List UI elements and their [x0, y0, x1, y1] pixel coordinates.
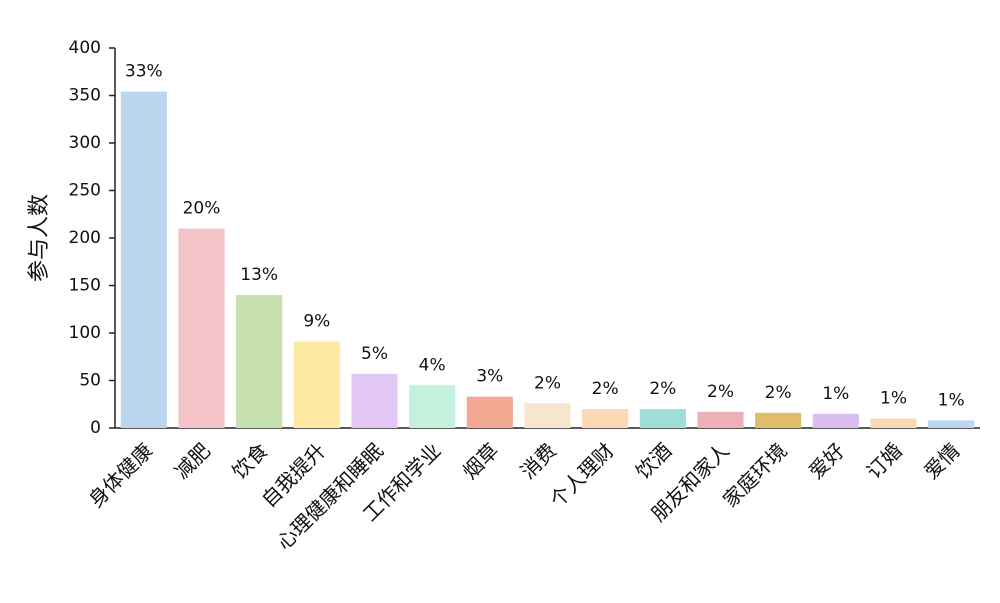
x-tick-label: 饮食 [227, 438, 272, 483]
y-tick-label: 300 [69, 133, 101, 153]
bar [639, 409, 686, 428]
x-tick-label: 减肥 [170, 438, 215, 483]
x-tick-label: 订婚 [862, 438, 907, 483]
bar [236, 295, 283, 428]
x-tick-label: 家庭环境 [718, 438, 792, 512]
x-tick-label: 身体健康 [84, 438, 158, 512]
x-tick-label: 消费 [516, 438, 561, 483]
value-label: 2% [534, 373, 561, 393]
bar [697, 411, 744, 428]
value-label: 3% [476, 367, 503, 387]
value-label: 33% [125, 62, 163, 82]
value-label: 1% [938, 390, 965, 410]
y-tick-label: 400 [69, 38, 101, 58]
value-label: 1% [822, 384, 849, 404]
value-label: 13% [240, 265, 278, 285]
value-label: 2% [765, 383, 792, 403]
bar [928, 420, 975, 428]
bar [120, 91, 167, 428]
y-axis-label: 参与人数 [27, 194, 52, 282]
bar [755, 412, 802, 428]
y-tick-label: 100 [69, 323, 101, 343]
y-tick-label: 50 [79, 371, 101, 391]
value-label: 20% [183, 199, 221, 219]
y-tick-label: 0 [90, 418, 101, 438]
value-label: 1% [880, 389, 907, 409]
bar [582, 409, 629, 428]
value-label: 9% [303, 312, 330, 332]
bar [178, 228, 225, 428]
y-tick-label: 200 [69, 228, 101, 248]
y-tick-label: 150 [69, 276, 101, 296]
bar [409, 385, 456, 428]
x-tick-label: 爱情 [919, 438, 964, 483]
bar [466, 396, 513, 428]
bar [524, 403, 571, 428]
value-label: 4% [419, 355, 446, 375]
bar [351, 373, 398, 428]
bar [870, 418, 917, 428]
value-label: 2% [707, 382, 734, 402]
x-tick-label: 饮酒 [631, 438, 676, 483]
x-tick-label: 爱好 [804, 438, 849, 483]
y-tick-label: 350 [69, 86, 101, 106]
x-tick-label: 个人理财 [545, 438, 619, 512]
bar [812, 413, 859, 428]
value-label: 2% [649, 379, 676, 399]
x-tick-label: 烟草 [458, 438, 503, 483]
value-label: 5% [361, 344, 388, 364]
value-label: 2% [592, 379, 619, 399]
y-tick-label: 250 [69, 181, 101, 201]
bar [293, 341, 340, 428]
